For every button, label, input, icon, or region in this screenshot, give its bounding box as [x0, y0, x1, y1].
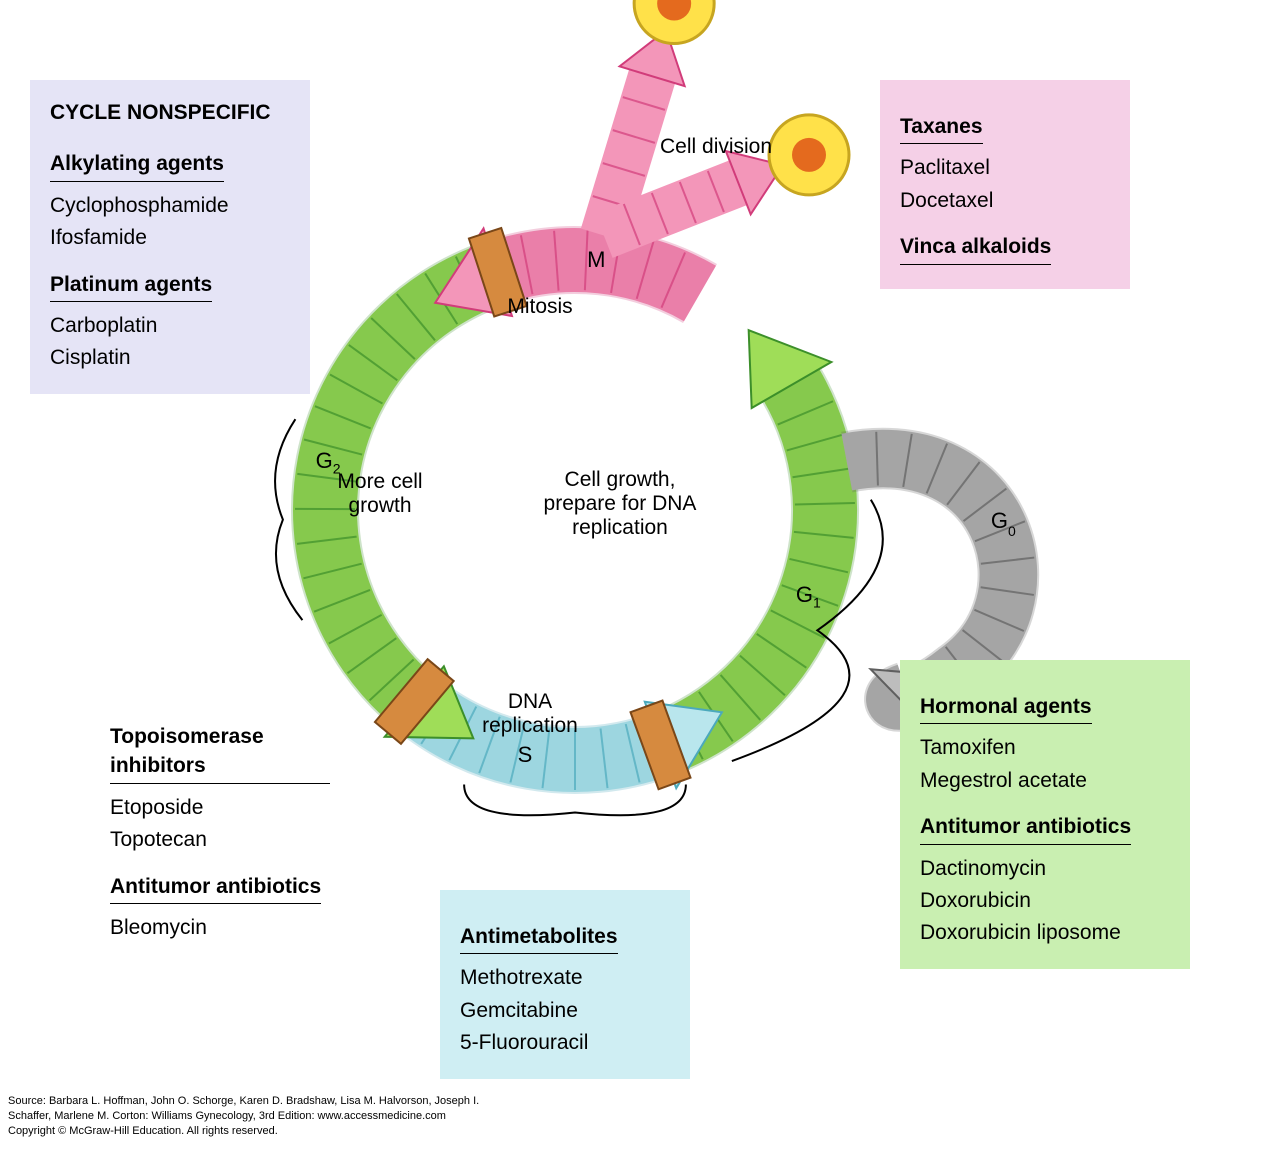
- drug-item: Ifosfamide: [50, 223, 290, 252]
- phase-desc-G2: More cellgrowth: [290, 470, 470, 518]
- group-heading: Taxanes: [900, 112, 983, 144]
- drug-item: Doxorubicin liposome: [920, 918, 1170, 947]
- box-nonspecific: CYCLE NONSPECIFIC Alkylating agents Cyclop…: [30, 80, 310, 394]
- group-heading: Alkylating agents: [50, 149, 224, 181]
- box-title: CYCLE NONSPECIFIC: [50, 98, 290, 127]
- phase-label-M: M: [587, 247, 605, 273]
- drug-item: Megestrol acetate: [920, 766, 1170, 795]
- source-line-3: Copyright © McGraw-Hill Education. All r…: [8, 1125, 278, 1139]
- group-heading: Antitumor antibiotics: [920, 812, 1131, 844]
- group-heading: Antitumor antibiotics: [110, 872, 321, 904]
- group-heading: Antimetabolites: [460, 922, 618, 954]
- group-heading: Topoisomerase inhibitors: [110, 722, 330, 784]
- drug-item: Carboplatin: [50, 311, 290, 340]
- phase-desc-M: Mitosis: [450, 295, 630, 319]
- label-cell-division: Cell division: [660, 135, 772, 159]
- group-heading: Vinca alkaloids: [900, 232, 1051, 264]
- phase-label-S: S: [518, 742, 533, 768]
- drug-item: Cisplatin: [50, 343, 290, 372]
- drug-item: Cyclophosphamide: [50, 191, 290, 220]
- drug-item: Docetaxel: [900, 186, 1110, 215]
- box-antimetabolites: Antimetabolites Methotrexate Gemcitabine 5-…: [440, 890, 690, 1079]
- drug-item: Bleomycin: [110, 913, 330, 942]
- box-taxanes: Taxanes Paclitaxel Docetaxel Vinca alkaloid…: [880, 80, 1130, 289]
- source-line-1: Source: Barbara L. Hoffman, John O. Scho…: [8, 1095, 479, 1109]
- box-hormonal: Hormonal agents Tamoxifen Megestrol acetat…: [900, 660, 1190, 969]
- drug-item: Paclitaxel: [900, 153, 1110, 182]
- cell-cycle-diagram: G0 Cell division Source: Barbara L. Hoff…: [0, 0, 1280, 1154]
- drug-item: Dactinomycin: [920, 854, 1170, 883]
- source-line-2: Schaffer, Marlene M. Corton: Williams Gy…: [8, 1110, 446, 1124]
- drug-item: Methotrexate: [460, 963, 670, 992]
- group-heading: Hormonal agents: [920, 692, 1092, 724]
- phase-desc-G1: Cell growth,prepare for DNAreplication: [530, 468, 710, 540]
- phase-desc-S: DNAreplication: [440, 690, 620, 738]
- drug-item: Topotecan: [110, 825, 330, 854]
- drug-item: Gemcitabine: [460, 996, 670, 1025]
- drug-item: Doxorubicin: [920, 886, 1170, 915]
- drug-item: Tamoxifen: [920, 733, 1170, 762]
- box-topo: Topoisomerase inhibitors Etoposide Topotec…: [90, 690, 350, 970]
- phase-label-G1: G1: [796, 582, 821, 610]
- drug-item: Etoposide: [110, 793, 330, 822]
- drug-item: 5-Fluorouracil: [460, 1028, 670, 1057]
- group-heading: Platinum agents: [50, 270, 212, 302]
